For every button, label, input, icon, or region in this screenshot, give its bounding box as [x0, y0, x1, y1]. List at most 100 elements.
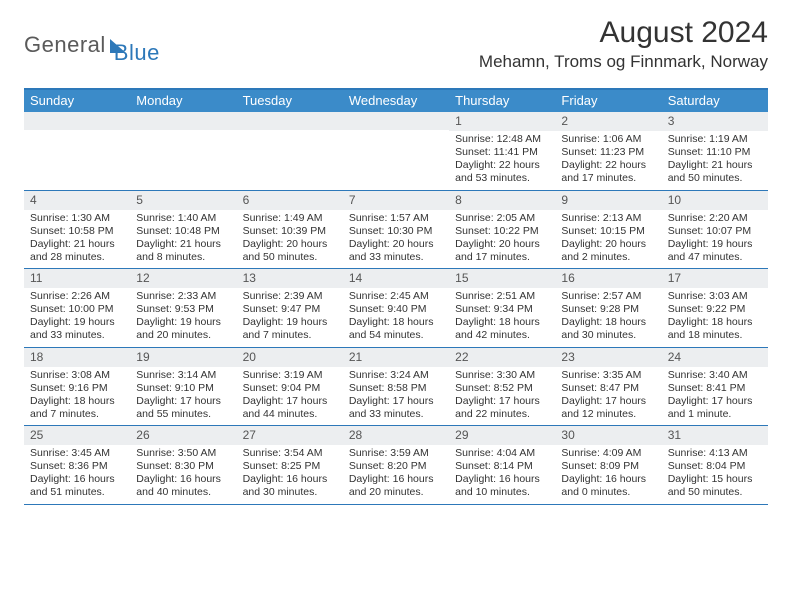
sunrise-text: Sunrise: 2:51 AM	[455, 290, 549, 303]
daylight1-text: Daylight: 19 hours	[668, 238, 762, 251]
day-cell: 12Sunrise: 2:33 AMSunset: 9:53 PMDayligh…	[130, 269, 236, 347]
dow-thursday: Thursday	[449, 90, 555, 112]
sunset-text: Sunset: 9:53 PM	[136, 303, 230, 316]
daylight1-text: Daylight: 18 hours	[349, 316, 443, 329]
daylight2-text: and 22 minutes.	[455, 408, 549, 421]
day-details: Sunrise: 3:50 AMSunset: 8:30 PMDaylight:…	[130, 445, 236, 504]
daylight1-text: Daylight: 22 hours	[561, 159, 655, 172]
sunrise-text: Sunrise: 2:05 AM	[455, 212, 549, 225]
dow-friday: Friday	[555, 90, 661, 112]
daylight1-text: Daylight: 18 hours	[30, 395, 124, 408]
sunset-text: Sunset: 11:23 PM	[561, 146, 655, 159]
sunset-text: Sunset: 8:20 PM	[349, 460, 443, 473]
daylight1-text: Daylight: 15 hours	[668, 473, 762, 486]
day-number: 10	[662, 191, 768, 210]
week-row: 11Sunrise: 2:26 AMSunset: 10:00 PMDaylig…	[24, 269, 768, 348]
day-details: Sunrise: 2:39 AMSunset: 9:47 PMDaylight:…	[237, 288, 343, 347]
sunset-text: Sunset: 9:16 PM	[30, 382, 124, 395]
sunset-text: Sunset: 10:58 PM	[30, 225, 124, 238]
sunset-text: Sunset: 9:40 PM	[349, 303, 443, 316]
daylight1-text: Daylight: 20 hours	[349, 238, 443, 251]
sunset-text: Sunset: 8:25 PM	[243, 460, 337, 473]
daylight1-text: Daylight: 16 hours	[136, 473, 230, 486]
daylight1-text: Daylight: 17 hours	[455, 395, 549, 408]
day-cell: 18Sunrise: 3:08 AMSunset: 9:16 PMDayligh…	[24, 348, 130, 426]
month-title: August 2024	[479, 16, 768, 50]
day-cell	[24, 112, 130, 190]
day-number: 18	[24, 348, 130, 367]
day-cell: 6Sunrise: 1:49 AMSunset: 10:39 PMDayligh…	[237, 191, 343, 269]
sunset-text: Sunset: 8:04 PM	[668, 460, 762, 473]
daylight2-text: and 28 minutes.	[30, 251, 124, 264]
day-number: 1	[449, 112, 555, 131]
sunset-text: Sunset: 10:00 PM	[30, 303, 124, 316]
week-row: 18Sunrise: 3:08 AMSunset: 9:16 PMDayligh…	[24, 348, 768, 427]
daylight2-text: and 8 minutes.	[136, 251, 230, 264]
sunset-text: Sunset: 8:14 PM	[455, 460, 549, 473]
week-row: 4Sunrise: 1:30 AMSunset: 10:58 PMDayligh…	[24, 191, 768, 270]
daylight1-text: Daylight: 20 hours	[243, 238, 337, 251]
day-number: 20	[237, 348, 343, 367]
day-number: 17	[662, 269, 768, 288]
day-cell: 25Sunrise: 3:45 AMSunset: 8:36 PMDayligh…	[24, 426, 130, 504]
daylight1-text: Daylight: 21 hours	[136, 238, 230, 251]
day-details: Sunrise: 2:57 AMSunset: 9:28 PMDaylight:…	[555, 288, 661, 347]
day-number	[343, 112, 449, 130]
day-cell: 16Sunrise: 2:57 AMSunset: 9:28 PMDayligh…	[555, 269, 661, 347]
day-number: 25	[24, 426, 130, 445]
day-cell: 15Sunrise: 2:51 AMSunset: 9:34 PMDayligh…	[449, 269, 555, 347]
daylight2-text: and 7 minutes.	[243, 329, 337, 342]
day-details: Sunrise: 1:40 AMSunset: 10:48 PMDaylight…	[130, 210, 236, 269]
daylight1-text: Daylight: 16 hours	[561, 473, 655, 486]
sunset-text: Sunset: 8:41 PM	[668, 382, 762, 395]
logo: General Blue	[24, 16, 160, 66]
sunrise-text: Sunrise: 12:48 AM	[455, 133, 549, 146]
daylight2-text: and 40 minutes.	[136, 486, 230, 499]
day-number	[130, 112, 236, 130]
day-cell: 20Sunrise: 3:19 AMSunset: 9:04 PMDayligh…	[237, 348, 343, 426]
daylight1-text: Daylight: 17 hours	[561, 395, 655, 408]
daylight1-text: Daylight: 16 hours	[30, 473, 124, 486]
day-cell: 2Sunrise: 1:06 AMSunset: 11:23 PMDayligh…	[555, 112, 661, 190]
daylight1-text: Daylight: 20 hours	[455, 238, 549, 251]
daylight2-text: and 7 minutes.	[30, 408, 124, 421]
sunrise-text: Sunrise: 4:09 AM	[561, 447, 655, 460]
sunrise-text: Sunrise: 3:24 AM	[349, 369, 443, 382]
day-number: 5	[130, 191, 236, 210]
sunset-text: Sunset: 10:39 PM	[243, 225, 337, 238]
dow-monday: Monday	[130, 90, 236, 112]
daylight1-text: Daylight: 17 hours	[243, 395, 337, 408]
day-number: 27	[237, 426, 343, 445]
day-cell: 11Sunrise: 2:26 AMSunset: 10:00 PMDaylig…	[24, 269, 130, 347]
dow-tuesday: Tuesday	[237, 90, 343, 112]
daylight1-text: Daylight: 17 hours	[349, 395, 443, 408]
daylight2-text: and 55 minutes.	[136, 408, 230, 421]
day-number	[24, 112, 130, 130]
day-details: Sunrise: 2:51 AMSunset: 9:34 PMDaylight:…	[449, 288, 555, 347]
day-number: 14	[343, 269, 449, 288]
day-number: 13	[237, 269, 343, 288]
daylight1-text: Daylight: 17 hours	[136, 395, 230, 408]
day-cell	[237, 112, 343, 190]
day-number: 2	[555, 112, 661, 131]
day-cell: 7Sunrise: 1:57 AMSunset: 10:30 PMDayligh…	[343, 191, 449, 269]
sunrise-text: Sunrise: 2:20 AM	[668, 212, 762, 225]
day-cell: 22Sunrise: 3:30 AMSunset: 8:52 PMDayligh…	[449, 348, 555, 426]
sunrise-text: Sunrise: 3:54 AM	[243, 447, 337, 460]
daylight2-text: and 33 minutes.	[349, 251, 443, 264]
day-cell: 9Sunrise: 2:13 AMSunset: 10:15 PMDayligh…	[555, 191, 661, 269]
daylight2-text: and 33 minutes.	[349, 408, 443, 421]
daylight2-text: and 1 minute.	[668, 408, 762, 421]
day-cell: 14Sunrise: 2:45 AMSunset: 9:40 PMDayligh…	[343, 269, 449, 347]
day-number: 4	[24, 191, 130, 210]
daylight2-text: and 53 minutes.	[455, 172, 549, 185]
day-details: Sunrise: 1:57 AMSunset: 10:30 PMDaylight…	[343, 210, 449, 269]
day-cell: 13Sunrise: 2:39 AMSunset: 9:47 PMDayligh…	[237, 269, 343, 347]
sunrise-text: Sunrise: 2:26 AM	[30, 290, 124, 303]
sunset-text: Sunset: 9:28 PM	[561, 303, 655, 316]
header: General Blue August 2024 Mehamn, Troms o…	[0, 0, 792, 80]
sunrise-text: Sunrise: 1:19 AM	[668, 133, 762, 146]
daylight2-text: and 0 minutes.	[561, 486, 655, 499]
day-number: 8	[449, 191, 555, 210]
day-cell: 26Sunrise: 3:50 AMSunset: 8:30 PMDayligh…	[130, 426, 236, 504]
